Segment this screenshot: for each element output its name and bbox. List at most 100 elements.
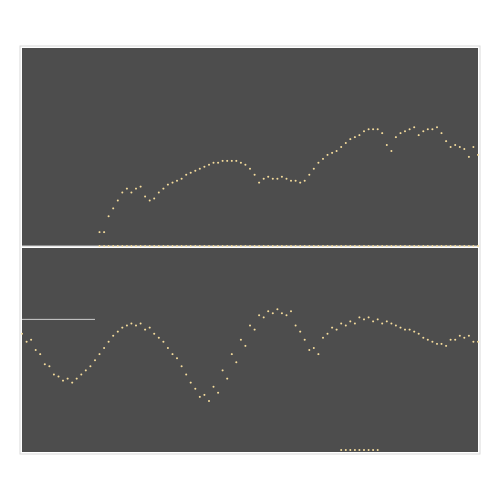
data-point (422, 130, 425, 133)
data-point (221, 159, 224, 162)
data-point (103, 231, 106, 234)
data-point (144, 245, 147, 247)
data-point (294, 324, 297, 327)
data-point (144, 195, 147, 198)
data-point (66, 377, 69, 380)
data-point (235, 361, 238, 364)
data-point (317, 353, 320, 356)
data-point (116, 330, 119, 333)
data-point (135, 187, 137, 190)
data-point (467, 245, 470, 247)
data-point (116, 245, 119, 247)
data-point (290, 179, 292, 182)
data-point (130, 191, 133, 194)
data-point (103, 347, 106, 349)
data-point (385, 245, 388, 247)
data-point (189, 245, 192, 247)
data-point (340, 449, 343, 451)
data-point (249, 167, 251, 170)
data-point (340, 245, 343, 247)
data-point (308, 245, 311, 247)
data-point (244, 163, 247, 166)
data-point (162, 340, 165, 343)
data-point (477, 245, 479, 247)
data-point (276, 308, 279, 311)
data-point (413, 126, 416, 129)
data-point (153, 197, 156, 200)
data-point (399, 326, 402, 329)
data-point (372, 245, 375, 247)
data-point (463, 245, 466, 247)
data-point (130, 245, 133, 247)
data-point (280, 312, 283, 315)
data-point (399, 132, 402, 135)
data-point (217, 161, 220, 164)
data-point (148, 199, 151, 202)
data-point (458, 245, 461, 247)
data-point (417, 134, 420, 137)
data-point (299, 181, 302, 184)
data-point (367, 128, 370, 131)
data-point (312, 347, 315, 349)
data-point (317, 161, 320, 164)
data-point (208, 400, 210, 402)
data-point (189, 381, 192, 384)
data-point (340, 322, 343, 325)
data-point (189, 171, 192, 174)
data-point (221, 369, 224, 372)
data-point (422, 245, 425, 247)
data-point (349, 245, 352, 247)
data-point (445, 245, 448, 247)
data-point (349, 138, 352, 141)
data-point (217, 391, 220, 394)
data-point (363, 130, 365, 133)
data-point (376, 128, 379, 131)
data-point (30, 338, 33, 341)
data-point (194, 169, 197, 172)
data-point (166, 245, 169, 247)
data-point (331, 326, 334, 329)
data-point (262, 316, 265, 319)
data-point (312, 245, 315, 247)
data-point (372, 449, 375, 451)
data-point (244, 344, 247, 347)
data-point (436, 245, 438, 247)
data-point (267, 175, 270, 178)
data-point (226, 159, 229, 162)
data-point (449, 245, 452, 247)
data-point (230, 353, 233, 356)
data-point (317, 245, 320, 247)
data-point (249, 245, 251, 247)
data-point (426, 128, 429, 131)
data-point (98, 245, 101, 247)
bottom-panel (21, 248, 479, 452)
data-point (290, 310, 292, 313)
top-panel (22, 48, 479, 247)
data-point (472, 340, 475, 343)
data-point (467, 334, 470, 337)
data-point (353, 136, 356, 139)
data-point (194, 387, 197, 390)
data-point (116, 199, 119, 202)
data-point (180, 245, 183, 247)
data-point (230, 159, 233, 162)
data-point (294, 179, 297, 182)
data-point (358, 316, 361, 319)
data-point (472, 245, 475, 247)
data-point (48, 365, 51, 368)
data-point (477, 340, 479, 343)
series-3 (340, 449, 379, 451)
data-point (185, 245, 188, 247)
data-point (162, 245, 165, 247)
data-point (94, 359, 96, 362)
data-point (331, 151, 334, 154)
data-point (280, 245, 283, 247)
data-point (249, 324, 251, 327)
data-point (262, 245, 265, 247)
data-point (276, 177, 279, 180)
data-point (166, 347, 169, 349)
data-point (98, 231, 101, 234)
data-point (267, 310, 270, 313)
data-point (445, 344, 448, 347)
data-point (107, 340, 110, 343)
